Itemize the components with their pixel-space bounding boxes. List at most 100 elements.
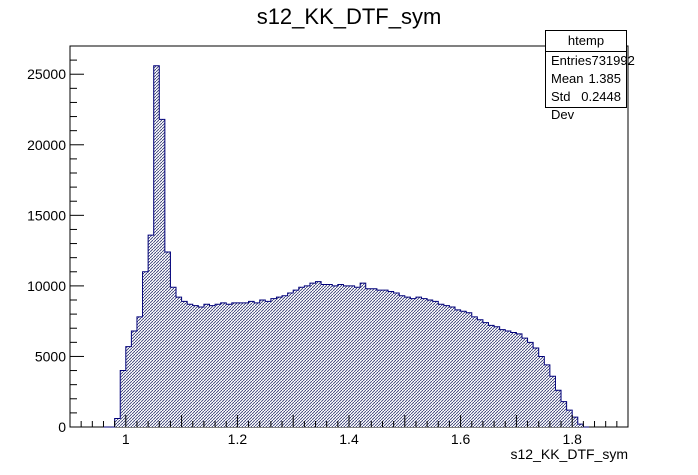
histogram-bin bbox=[293, 290, 299, 427]
histogram-bin bbox=[471, 316, 478, 427]
histogram-bin bbox=[164, 252, 171, 427]
histogram-bin bbox=[231, 302, 238, 427]
histogram-bin bbox=[415, 297, 422, 427]
stats-value: 731992 bbox=[591, 53, 635, 68]
histogram-bin bbox=[488, 325, 495, 427]
histogram-bin bbox=[527, 342, 534, 427]
histogram-bin bbox=[237, 302, 243, 427]
histogram-bin bbox=[270, 298, 277, 427]
histogram-bin bbox=[365, 288, 372, 427]
histogram-bin bbox=[360, 283, 366, 427]
histogram-bin bbox=[349, 285, 355, 427]
stats-row-mean: Mean 1.385 bbox=[546, 70, 626, 88]
histogram-bin bbox=[371, 288, 377, 427]
histogram-bin bbox=[427, 300, 433, 427]
histogram-bin bbox=[393, 292, 400, 427]
histogram-bin bbox=[521, 338, 528, 427]
histogram-bin bbox=[561, 401, 567, 427]
histogram-bin bbox=[382, 290, 389, 427]
y-tick-label: 5000 bbox=[35, 348, 66, 364]
histogram-outline bbox=[103, 65, 589, 428]
histogram-bin bbox=[176, 297, 182, 427]
histogram-bin bbox=[120, 370, 126, 427]
x-tick-label: 1.8 bbox=[562, 431, 582, 447]
x-tick-label: 1.4 bbox=[339, 431, 359, 447]
stats-box-name: htemp bbox=[546, 31, 626, 52]
histogram-bin bbox=[187, 304, 193, 427]
histogram-bin bbox=[438, 304, 444, 427]
histogram-bin bbox=[159, 119, 165, 427]
histogram-bars bbox=[114, 65, 584, 427]
x-axis-label: s12_KK_DTF_sym bbox=[510, 446, 628, 462]
stats-label: Mean bbox=[551, 71, 584, 86]
histogram-bin bbox=[282, 295, 288, 427]
histogram-bin bbox=[170, 287, 177, 427]
histogram-bin bbox=[354, 287, 361, 427]
histogram-bin bbox=[510, 332, 517, 427]
histogram-bin bbox=[572, 417, 578, 427]
y-tick-label: 0 bbox=[58, 419, 66, 435]
histogram-bin bbox=[287, 292, 294, 427]
stats-label: Std Dev bbox=[551, 89, 575, 122]
histogram-bin bbox=[505, 331, 511, 427]
axes: 1 1.2 1.4 1.6 1.8 0 5000 10000 15000 20000 25000 bbox=[27, 45, 629, 447]
histogram-bin bbox=[114, 418, 121, 427]
histogram-bin bbox=[259, 300, 266, 427]
histogram-bin bbox=[226, 304, 232, 427]
y-tick-label: 20000 bbox=[27, 137, 66, 153]
histogram-bin bbox=[555, 390, 562, 427]
histogram-bin bbox=[153, 65, 160, 427]
histogram-bin bbox=[337, 284, 344, 427]
y-tick-label: 10000 bbox=[27, 278, 66, 294]
histogram-bin bbox=[148, 235, 154, 427]
stats-value: 1.385 bbox=[588, 71, 621, 86]
histogram-bin bbox=[276, 297, 283, 427]
histogram-bin bbox=[248, 301, 255, 427]
histogram-bin bbox=[516, 333, 522, 427]
histogram-bin bbox=[203, 304, 210, 427]
histogram-bin bbox=[142, 271, 149, 427]
histogram-bin bbox=[388, 291, 394, 427]
histogram-bin bbox=[321, 284, 327, 427]
histogram-bin bbox=[215, 304, 221, 427]
x-tick-label: 1.2 bbox=[228, 431, 248, 447]
stats-row-stddev: Std Dev 0.2448 bbox=[546, 88, 626, 122]
chart-title: s12_KK_DTF_sym bbox=[256, 4, 442, 29]
histogram-bin bbox=[494, 326, 500, 427]
histogram-bin bbox=[220, 302, 227, 427]
stats-value: 0.2448 bbox=[581, 89, 621, 104]
histogram-bin bbox=[404, 297, 411, 427]
histogram-bin bbox=[499, 329, 506, 427]
histogram-bin bbox=[533, 347, 539, 427]
histogram-bin bbox=[566, 410, 573, 427]
histogram-bin bbox=[265, 301, 271, 427]
histogram-bin bbox=[326, 284, 333, 427]
histogram-bin bbox=[477, 319, 483, 427]
stats-row-entries: Entries 731992 bbox=[546, 52, 635, 70]
histogram-bin bbox=[399, 295, 405, 427]
histogram-bin bbox=[455, 309, 461, 427]
histogram-bin bbox=[410, 298, 416, 427]
histogram-bin bbox=[304, 285, 310, 427]
histogram-bin bbox=[181, 301, 188, 427]
y-tick-label: 25000 bbox=[27, 66, 66, 82]
histogram-bin bbox=[443, 305, 450, 427]
histogram-bin bbox=[192, 305, 199, 427]
histogram-bin bbox=[343, 285, 349, 427]
histogram-bin bbox=[577, 424, 584, 427]
histogram-bin bbox=[209, 305, 216, 427]
histogram-bin bbox=[125, 346, 132, 427]
histogram-bin bbox=[136, 316, 143, 427]
histogram-bin bbox=[315, 281, 322, 427]
histogram-bin bbox=[254, 302, 260, 427]
histogram-bin bbox=[131, 331, 137, 427]
histogram-bin bbox=[549, 376, 556, 427]
histogram-bin bbox=[432, 301, 439, 427]
histogram-bin bbox=[544, 364, 550, 427]
y-tick-label: 15000 bbox=[27, 207, 66, 223]
histogram-bin bbox=[198, 307, 204, 427]
x-tick-label: 1.6 bbox=[451, 431, 471, 447]
histogram-bin bbox=[466, 312, 472, 427]
histogram-bin bbox=[460, 311, 467, 427]
